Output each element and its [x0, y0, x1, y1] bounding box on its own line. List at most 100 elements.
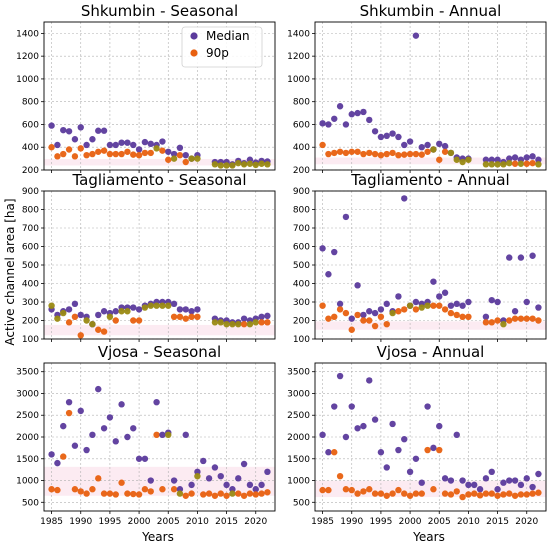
y-tick-label: 1500	[287, 455, 310, 465]
p90-point	[170, 486, 178, 493]
median-point	[130, 425, 137, 432]
p90-point	[124, 148, 131, 155]
median-point	[406, 138, 414, 145]
p90-point	[176, 490, 184, 497]
median-point	[159, 138, 166, 145]
median-point	[118, 139, 125, 146]
median-point	[383, 464, 390, 471]
percentile-band	[315, 321, 546, 330]
plot-area	[315, 22, 546, 170]
p90-point	[325, 486, 332, 494]
p90-point	[112, 491, 119, 498]
p90-point	[441, 490, 449, 497]
p90-point	[170, 155, 178, 162]
median-point	[258, 313, 265, 320]
plot-frame	[43, 21, 276, 171]
legend-marker-p90	[190, 49, 198, 57]
x-tick-label: 1990	[340, 517, 363, 527]
p90-point	[106, 490, 114, 497]
median-point	[319, 245, 326, 252]
p90-point	[77, 145, 84, 152]
median-point	[325, 449, 332, 456]
median-point	[494, 156, 501, 163]
p90-point	[77, 332, 84, 339]
p90-point	[354, 490, 361, 497]
p90-point	[383, 321, 390, 328]
p90-point	[494, 317, 501, 324]
p90-point	[418, 490, 425, 497]
median-point	[336, 103, 344, 110]
p90-point	[153, 302, 160, 309]
legend-label-median: Median	[206, 29, 250, 43]
y-tick-label: 3000	[16, 389, 39, 399]
y-tick-label: 200	[22, 317, 39, 327]
p90-point	[182, 492, 189, 499]
p90-point	[401, 306, 408, 313]
p90-point	[264, 161, 271, 168]
p90-point	[258, 160, 265, 167]
median-point	[135, 455, 143, 462]
p90-point	[395, 152, 402, 159]
p90-point	[200, 491, 207, 498]
p90-point	[54, 315, 61, 322]
median-point	[319, 431, 326, 439]
p90-point	[377, 313, 385, 320]
p90-point	[453, 156, 460, 163]
median-point	[371, 416, 379, 423]
median-point	[182, 431, 189, 439]
p90-point	[354, 311, 361, 319]
median-point	[106, 414, 114, 421]
p90-point	[176, 152, 184, 159]
median-point	[100, 127, 108, 134]
p90-point	[141, 486, 149, 493]
x-axis-label-left: Years	[141, 530, 174, 544]
p90-point	[246, 160, 254, 167]
p90-point	[89, 486, 96, 493]
median-point	[506, 155, 513, 162]
median-point	[360, 108, 367, 116]
median-point	[77, 124, 84, 131]
y-tick-label: 700	[22, 224, 39, 234]
y-tick-label: 1000	[16, 75, 39, 85]
y-tick-label: 2000	[287, 433, 310, 443]
median-point	[500, 479, 507, 486]
p90-point	[342, 486, 350, 493]
p90-point	[348, 148, 355, 155]
p90-point	[377, 152, 385, 159]
p90-point	[182, 315, 189, 322]
p90-point	[476, 492, 484, 499]
median-point	[377, 449, 385, 456]
median-point	[95, 311, 102, 319]
p90-point	[124, 490, 131, 497]
median-point	[430, 278, 437, 285]
p90-point	[246, 321, 254, 328]
median-point	[441, 289, 449, 296]
median-point	[95, 127, 102, 134]
y-tick-label: 1400	[287, 29, 310, 39]
p90-point	[424, 148, 431, 155]
median-point	[100, 425, 108, 432]
median-point	[395, 446, 402, 454]
median-point	[354, 282, 361, 289]
median-point	[264, 312, 271, 320]
median-point	[89, 431, 96, 439]
median-point	[325, 271, 332, 278]
median-point	[366, 377, 373, 384]
y-tick-label: 100	[293, 335, 310, 345]
p90-point	[430, 486, 437, 493]
p90-point	[100, 147, 108, 154]
x-axis-label-right: Years	[412, 530, 445, 544]
p90-point	[488, 490, 495, 497]
p90-point	[441, 148, 449, 155]
p90-point	[205, 490, 213, 497]
median-point	[424, 141, 431, 149]
chart-panel-5: 500 1000 1500 2000 2500 3000 3500 1985 1990 1995 2…	[16, 343, 276, 527]
median-point	[395, 133, 402, 141]
median-point	[418, 479, 425, 486]
median-point	[83, 446, 90, 454]
p90-point	[240, 161, 248, 168]
p90-point	[406, 492, 414, 499]
p90-point	[217, 162, 224, 169]
p90-point	[336, 148, 344, 155]
p90-point	[188, 155, 195, 162]
